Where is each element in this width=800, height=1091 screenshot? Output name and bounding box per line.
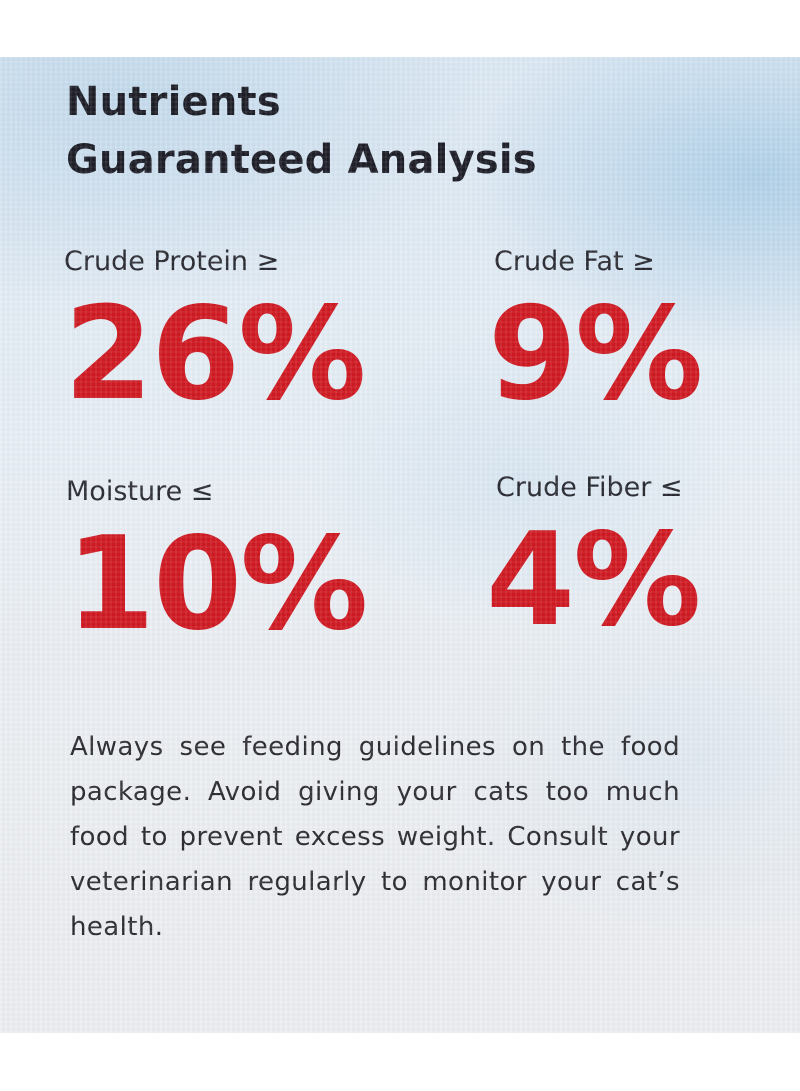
nutrient-label: Crude Protein ≥ <box>64 246 280 277</box>
nutrient-value: 9% <box>488 280 703 429</box>
page-title: Nutrients Guaranteed Analysis <box>66 73 537 189</box>
title-line-guaranteed-analysis: Guaranteed Analysis <box>66 137 537 183</box>
nutrient-label: Crude Fat ≥ <box>494 246 655 277</box>
nutrient-value: 10% <box>66 510 368 659</box>
feeding-guidelines-note: Always see feeding guidelines on the foo… <box>70 732 680 942</box>
nutrition-panel: Nutrients Guaranteed Analysis Crude Prot… <box>0 57 800 1033</box>
title-line-nutrients: Nutrients <box>66 79 281 125</box>
nutrient-moisture: Moisture ≤ 10% <box>66 475 368 659</box>
nutrient-crude-fiber: Crude Fiber ≤ 4% <box>486 471 701 645</box>
nutrient-value: 26% <box>64 280 366 429</box>
nutrient-value: 4% <box>486 506 701 655</box>
nutrient-label: Moisture ≤ <box>66 476 214 507</box>
nutrient-crude-fat: Crude Fat ≥ 9% <box>488 245 703 419</box>
nutrient-crude-protein: Crude Protein ≥ 26% <box>64 245 366 429</box>
nutrient-label: Crude Fiber ≤ <box>496 472 683 503</box>
